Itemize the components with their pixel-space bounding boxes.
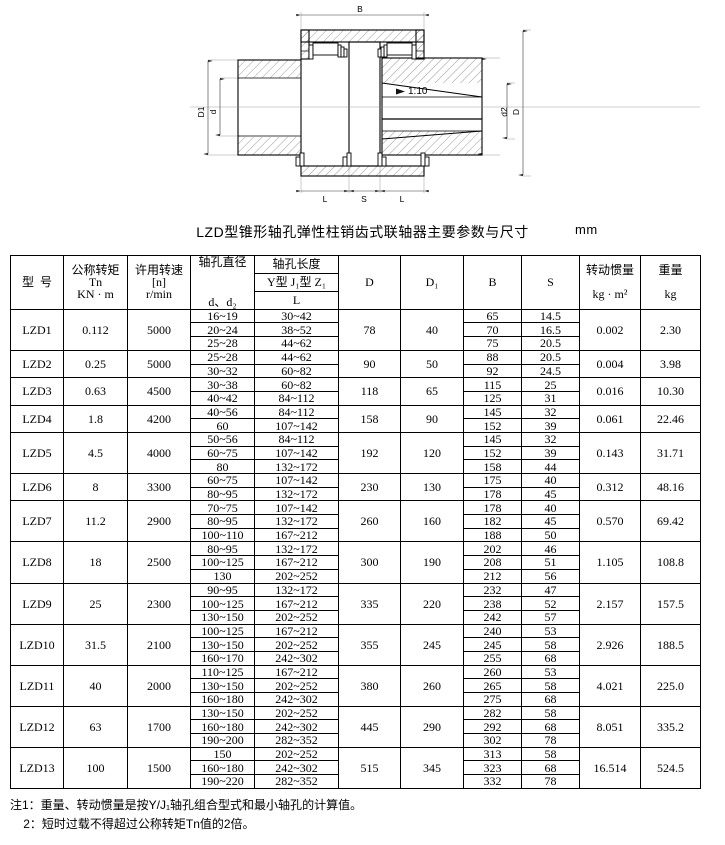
svg-text:d2: d2 (499, 107, 509, 117)
svg-text:L: L (323, 194, 328, 204)
svg-text:B: B (357, 4, 363, 14)
svg-text:S: S (361, 194, 367, 204)
svg-text:D: D (511, 109, 521, 115)
svg-text:L: L (400, 194, 405, 204)
svg-text:D1: D1 (196, 106, 206, 117)
svg-text:d: d (208, 109, 218, 114)
svg-text:1:10: 1:10 (408, 86, 428, 97)
